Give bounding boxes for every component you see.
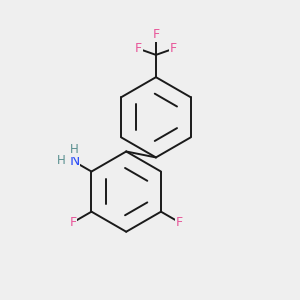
- Text: H: H: [57, 154, 66, 167]
- Text: F: F: [135, 42, 142, 55]
- Text: H: H: [70, 143, 79, 156]
- Text: F: F: [69, 216, 76, 229]
- Text: F: F: [152, 28, 160, 41]
- Text: N: N: [69, 154, 80, 168]
- Text: F: F: [176, 216, 183, 229]
- Text: F: F: [169, 42, 177, 55]
